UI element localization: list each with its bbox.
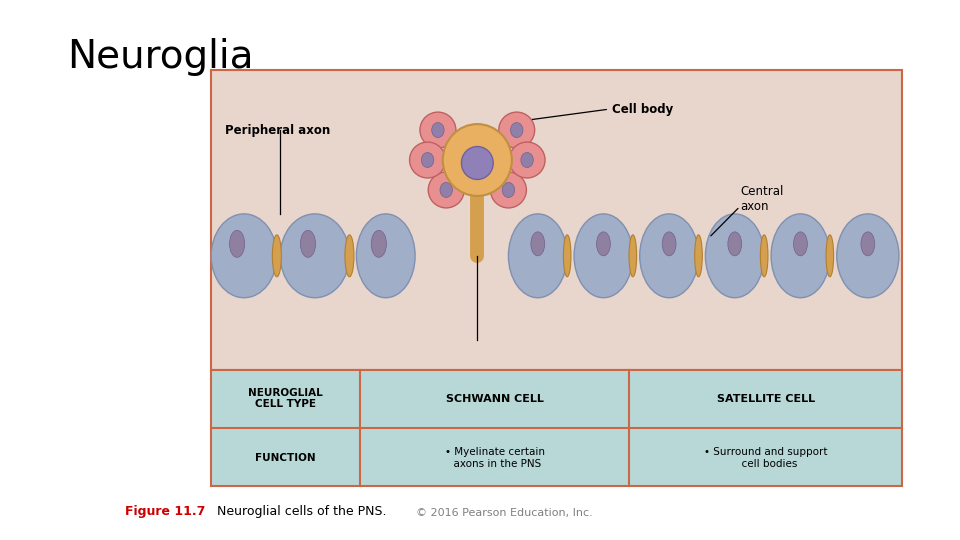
Text: • Surround and support
  cell bodies: • Surround and support cell bodies [704,447,828,469]
Ellipse shape [356,214,415,298]
Ellipse shape [826,235,833,277]
Ellipse shape [428,172,465,208]
Ellipse shape [211,214,276,298]
Text: © 2016 Pearson Education, Inc.: © 2016 Pearson Education, Inc. [416,508,592,518]
Ellipse shape [345,235,354,277]
Ellipse shape [420,112,456,148]
Ellipse shape [410,142,445,178]
Ellipse shape [728,232,742,256]
Ellipse shape [760,235,768,277]
Ellipse shape [629,235,636,277]
Ellipse shape [229,231,245,258]
Text: Cell body: Cell body [612,103,673,116]
Ellipse shape [574,214,633,298]
Ellipse shape [440,183,452,198]
Ellipse shape [432,123,444,138]
Text: Peripheral axon: Peripheral axon [225,124,330,137]
Ellipse shape [662,232,676,256]
Ellipse shape [531,232,544,256]
Ellipse shape [639,214,699,298]
Ellipse shape [300,231,316,258]
Ellipse shape [695,235,703,277]
Ellipse shape [596,232,611,256]
Ellipse shape [511,123,523,138]
Ellipse shape [521,152,534,167]
Ellipse shape [564,235,571,277]
Ellipse shape [861,232,875,256]
Text: Neuroglia: Neuroglia [67,38,253,76]
Ellipse shape [509,214,567,298]
Text: FUNCTION: FUNCTION [255,453,316,463]
Ellipse shape [794,232,807,256]
Ellipse shape [421,152,434,167]
Ellipse shape [280,214,349,298]
Bar [211,70,902,369]
Text: NEUROGLIAL
CELL TYPE: NEUROGLIAL CELL TYPE [248,388,323,409]
Ellipse shape [499,112,535,148]
Bar [211,369,902,486]
Text: • Myelinate certain
  axons in the PNS: • Myelinate certain axons in the PNS [444,447,544,469]
Ellipse shape [491,172,526,208]
Ellipse shape [837,214,899,298]
Text: Figure 11.7: Figure 11.7 [125,505,205,518]
Text: SATELLITE CELL: SATELLITE CELL [717,394,815,404]
Text: Central
axon: Central axon [740,185,783,213]
Text: SCHWANN CELL: SCHWANN CELL [445,394,543,404]
Ellipse shape [443,124,512,196]
Ellipse shape [462,146,493,179]
Ellipse shape [771,214,829,298]
Text: Neuroglial cells of the PNS.: Neuroglial cells of the PNS. [209,505,387,518]
Ellipse shape [706,214,764,298]
Ellipse shape [273,235,281,277]
Ellipse shape [502,183,515,198]
Ellipse shape [372,231,387,258]
Ellipse shape [509,142,545,178]
